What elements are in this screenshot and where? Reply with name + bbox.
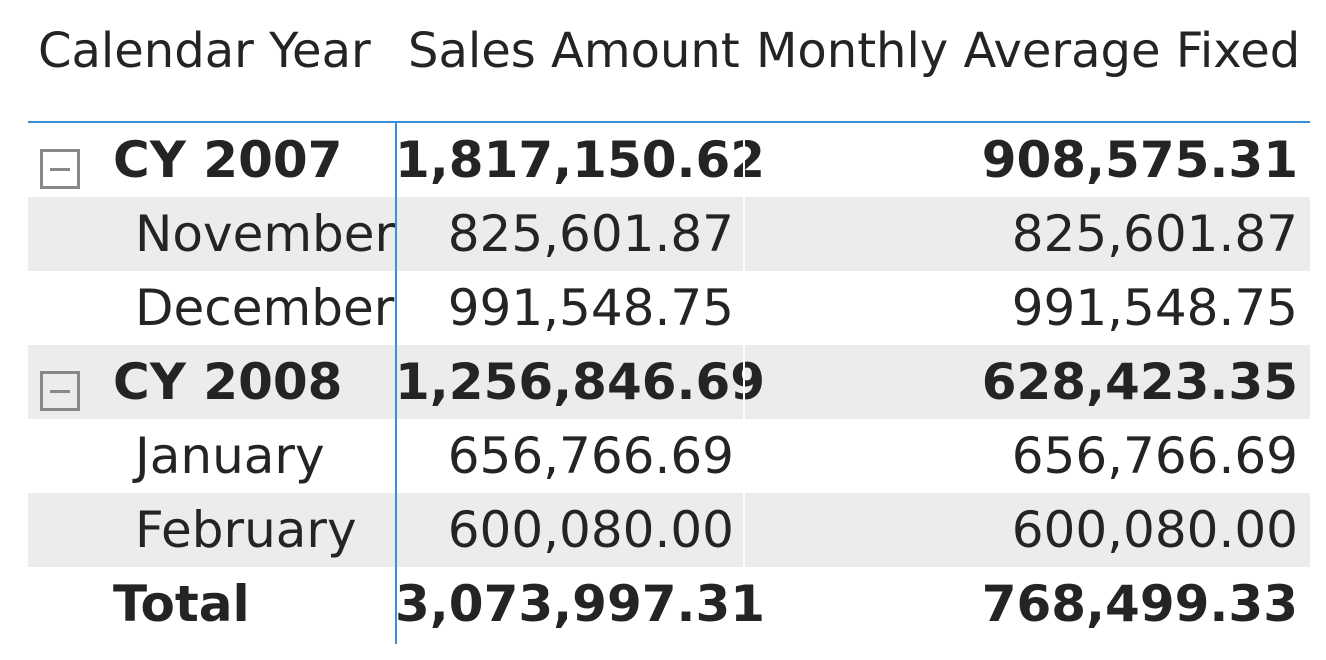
monthly-average-cell: 908,575.31 [981, 131, 1298, 189]
matrix-table: CY 2007 1,817,150.62 908,575.31 November… [28, 123, 1310, 641]
table-row-january: January 656,766.69 656,766.69 [28, 419, 1310, 493]
column-header-monthly-average-fixed[interactable]: Monthly Average Fixed [756, 23, 1301, 79]
monthly-average-cell: 825,601.87 [1011, 205, 1298, 263]
table-row-cy2007: CY 2007 1,817,150.62 908,575.31 [28, 123, 1310, 197]
row-header-cell: CY 2008 [28, 345, 395, 419]
column-separator [743, 123, 745, 570]
sales-amount-cell: 991,548.75 [447, 279, 734, 337]
monthly-average-cell: 991,548.75 [1011, 279, 1298, 337]
row-label: November [135, 205, 396, 263]
monthly-average-cell: 628,423.35 [981, 353, 1298, 411]
total-monthly-average-cell: 768,499.33 [981, 575, 1298, 633]
sales-amount-cell: 600,080.00 [447, 501, 734, 559]
sales-amount-cell: 825,601.87 [447, 205, 734, 263]
sales-amount-cell: 656,766.69 [447, 427, 734, 485]
header-divider [28, 121, 1310, 123]
row-label: CY 2008 [113, 353, 343, 411]
row-label: January [135, 427, 325, 485]
column-header-sales-amount[interactable]: Sales Amount [408, 23, 740, 79]
row-header-divider [395, 121, 397, 644]
table-row-total: Total 3,073,997.31 768,499.33 [28, 567, 1310, 641]
table-row-december: December 991,548.75 991,548.75 [28, 271, 1310, 345]
row-label: CY 2007 [113, 131, 343, 189]
column-header-calendar-year[interactable]: Calendar Year [38, 23, 371, 79]
monthly-average-cell: 600,080.00 [1011, 501, 1298, 559]
total-label: Total [113, 575, 250, 633]
collapse-minus-icon[interactable] [40, 149, 80, 189]
row-label: December [135, 279, 395, 337]
sales-amount-cell: 1,256,846.69 [395, 353, 766, 411]
row-header-cell: CY 2007 [28, 123, 395, 197]
row-label: February [135, 501, 357, 559]
sales-amount-cell: 1,817,150.62 [395, 131, 766, 189]
table-row-february: February 600,080.00 600,080.00 [28, 493, 1310, 567]
column-header-row: Calendar Year Sales Amount Monthly Avera… [0, 0, 1326, 120]
monthly-average-cell: 656,766.69 [1011, 427, 1298, 485]
total-sales-amount-cell: 3,073,997.31 [395, 575, 766, 633]
table-row-november: November 825,601.87 825,601.87 [28, 197, 1310, 271]
collapse-minus-icon[interactable] [40, 371, 80, 411]
table-row-cy2008: CY 2008 1,256,846.69 628,423.35 [28, 345, 1310, 419]
